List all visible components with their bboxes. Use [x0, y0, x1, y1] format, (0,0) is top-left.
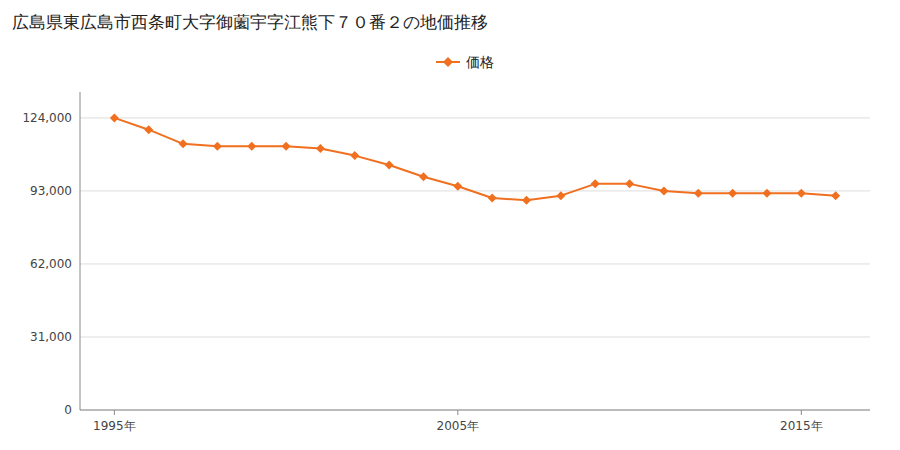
legend-item: 価格: [436, 54, 494, 70]
marker: [522, 196, 531, 205]
x-tick: [801, 410, 802, 415]
grid-line: [80, 336, 870, 337]
marker: [213, 142, 222, 151]
grid: [80, 118, 870, 410]
grid-line: [80, 117, 870, 118]
marker: [247, 142, 256, 151]
legend-label: 価格: [466, 54, 494, 70]
marker: [488, 194, 497, 203]
marker: [316, 144, 325, 153]
marker: [419, 172, 428, 181]
legend-marker: [443, 57, 453, 67]
marker: [762, 189, 771, 198]
x-tick: [457, 410, 458, 415]
marker: [591, 179, 600, 188]
marker: [144, 125, 153, 134]
legend: 価格: [436, 54, 494, 70]
plot-area: [110, 113, 840, 204]
grid-line: [80, 410, 870, 411]
grid-line: [80, 263, 870, 264]
x-tick-label: 2015年: [780, 419, 823, 433]
marker: [282, 142, 291, 151]
line: [114, 118, 835, 200]
y-tick-label: 124,000: [22, 111, 72, 125]
marker: [350, 151, 359, 160]
marker: [728, 189, 737, 198]
marker: [385, 161, 394, 170]
x-axis-line: [80, 410, 870, 411]
marker: [556, 191, 565, 200]
marker: [797, 189, 806, 198]
title: 広島県東広島市西条町大字御薗宇字江熊下７０番２の地価推移: [12, 12, 488, 32]
marker: [659, 186, 668, 195]
y-tick-label: 93,000: [30, 184, 72, 198]
marker: [625, 179, 634, 188]
y-axis-line: [80, 92, 81, 410]
y-tick-label: 62,000: [30, 257, 72, 271]
marker: [110, 113, 119, 122]
x-tick-label: 2005年: [437, 419, 480, 433]
x-tick-label: 1995年: [93, 419, 136, 433]
y-tick-label: 0: [64, 403, 72, 417]
chart: 広島県東広島市西条町大字御薗宇字江熊下７０番２の地価推移 0 31,000 62,00…: [0, 0, 900, 450]
y-tick-label: 31,000: [30, 330, 72, 344]
marker: [694, 189, 703, 198]
x-tick: [114, 410, 115, 415]
marker: [453, 182, 462, 191]
marker: [831, 191, 840, 200]
marker: [179, 139, 188, 148]
